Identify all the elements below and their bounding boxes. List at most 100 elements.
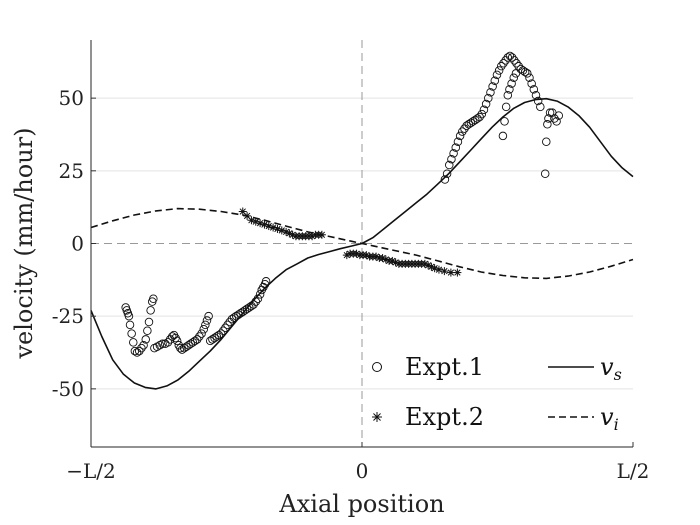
data-point-expt1 [523,69,532,78]
data-point-expt1 [238,307,248,317]
data-point-expt1 [208,335,217,344]
data-point-expt1 [227,314,237,324]
data-point-expt1 [184,341,193,350]
data-point-expt1 [204,311,213,321]
legend-item-expt2: Expt.2 [372,403,484,431]
data-point-expt1 [445,160,454,170]
data-point-expt1 [507,53,517,62]
data-point-expt1 [477,109,487,119]
data-point-expt1 [500,117,509,126]
data-point-expt1 [458,127,467,136]
series-expt-1 [121,51,563,357]
data-point-expt1 [186,339,195,349]
data-point-expt1 [177,345,187,354]
data-point-expt1 [509,73,519,83]
data-point-expt1 [143,326,152,335]
data-point-expt1 [242,304,252,314]
data-point-expt1 [245,303,254,312]
data-point-expt1 [447,154,456,164]
data-point-expt1 [552,117,561,126]
data-point-expt1 [192,335,202,344]
data-point-expt1 [225,317,235,327]
data-point-expt1 [499,59,508,68]
data-point-expt1 [481,99,491,109]
data-point-expt1 [492,70,502,80]
data-point-expt1 [471,115,480,125]
data-point-expt1 [527,79,536,88]
y-tick-label: 50 [59,86,84,110]
series-line-v-i [90,207,634,280]
data-point-expt1 [199,325,208,334]
data-point-expt1 [212,332,221,341]
data-point-expt1 [218,326,228,335]
data-point-expt1 [255,290,265,299]
data-point-expt1 [221,323,230,333]
data-point-expt1 [149,294,158,303]
data-point-expt1 [134,346,144,356]
y-axis-label: velocity (mm/hour) [10,128,38,360]
data-point-expt1 [503,90,513,100]
data-point-expt1 [486,88,495,97]
tick-labels: 50 25 0 -25 -50 −L/2 0 L/2 [52,86,650,483]
data-point-expt1 [124,311,134,321]
data-point-expt1 [484,93,493,103]
data-point-expt1 [536,102,545,112]
data-point-expt1 [501,102,511,112]
data-point-expt1 [137,343,146,353]
data-point-expt1 [210,333,219,343]
data-point-expt1 [141,335,150,344]
data-point-expt1 [172,336,182,346]
data-point-expt1 [451,143,461,152]
data-point-expt1 [261,277,271,286]
legend-marker-expt2 [372,412,382,422]
data-series [90,51,634,390]
data-point-expt2 [440,267,449,276]
data-point-expt1 [505,85,514,94]
data-point-expt1 [176,343,185,353]
data-point-expt1 [533,96,543,106]
x-tick-label: 0 [356,459,369,483]
data-point-expt1 [550,114,559,123]
data-point-expt1 [163,338,173,347]
data-point-expt1 [488,82,497,91]
y-tick-label: -25 [52,304,84,328]
data-point-expt1 [543,120,552,129]
data-point-expt1 [525,73,534,83]
data-point-expt1 [229,313,239,322]
data-point-expt1 [475,112,484,122]
legend-item-expt1: Expt.1 [372,353,484,381]
data-point-expt1 [464,120,474,129]
data-point-expt1 [257,285,266,295]
data-point-expt1 [520,67,530,77]
data-point-expt1 [195,332,204,341]
data-point-expt1 [554,111,563,120]
data-point-expt1 [468,117,478,126]
y-tick-label: 25 [59,159,84,183]
y-tick-label: -50 [52,377,84,401]
data-point-expt1 [453,137,463,146]
data-point-expt1 [223,320,232,330]
data-point-expt1 [125,320,135,330]
data-point-expt1 [529,85,539,94]
zero-reference-lines [91,40,633,447]
data-point-expt1 [127,329,136,338]
data-point-expt1 [479,105,489,115]
data-point-expt1 [466,118,476,128]
x-axis-label: Axial position [278,490,444,518]
data-point-expt1 [510,56,519,65]
data-point-expt1 [494,66,504,75]
data-point-expt1 [507,79,516,88]
data-point-expt1 [144,317,154,327]
data-point-expt1 [511,69,521,78]
data-point-expt1 [205,336,215,346]
data-point-expt1 [473,114,482,123]
data-point-expt1 [146,306,155,315]
data-point-expt1 [240,306,250,315]
data-point-expt1 [498,131,508,141]
data-point-expt1 [540,169,550,178]
series-expt-2 [238,207,462,277]
data-point-expt2 [273,224,282,233]
data-point-expt1 [542,137,551,146]
data-point-expt1 [158,339,167,349]
data-point-expt1 [449,149,458,158]
